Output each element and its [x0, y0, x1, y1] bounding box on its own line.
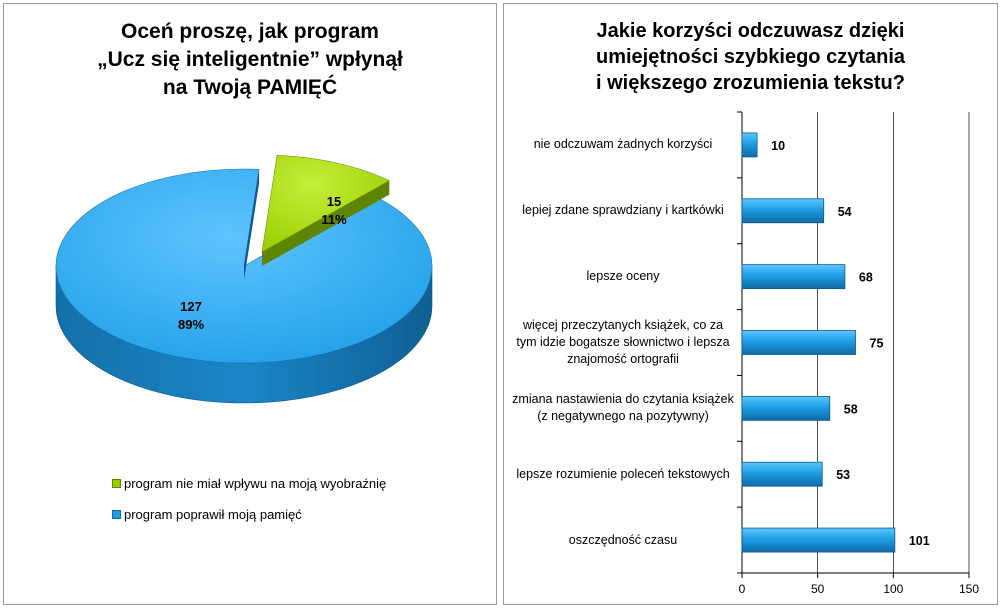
category-label: lepiej zdane sprawdziany i kartkówki: [522, 203, 724, 218]
pie-legend: program nie miał wpływu na moją wyobraźn…: [112, 475, 386, 537]
pie-slice-edge-blue: [244, 169, 260, 280]
x-tick-label: 0: [739, 582, 746, 596]
category-label: lepsze oceny: [586, 269, 660, 284]
category-label: więcej przeczytanych książek, co za tym …: [516, 317, 730, 366]
category-label: nie odczuwam żadnych korzyści: [533, 137, 713, 152]
legend-item-green: program nie miał wpływu na moją wyobraźn…: [112, 475, 386, 491]
bar-chart-title: Jakie korzyści odczuwasz dzięki umiejętn…: [596, 20, 905, 94]
legend-swatch-green: [112, 478, 121, 488]
bar-chart-panel: Jakie korzyści odczuwasz dzięki umiejętn…: [503, 3, 998, 605]
x-tick-label: 50: [811, 582, 825, 596]
pie-slice-green: [261, 154, 390, 253]
category-label: lepsze rozumienie poleceń tekstowych: [516, 466, 730, 481]
bar-value-label: 58: [844, 402, 858, 416]
legend-label: program poprawił moją pamięć: [124, 506, 302, 522]
pie-chart-title: Oceń proszę, jak program „Ucz się inteli…: [97, 20, 403, 99]
pie-slice-edge-green: [262, 180, 390, 266]
bar-value-label: 75: [870, 337, 884, 351]
x-tick-label: 100: [883, 582, 903, 596]
bar-value-label: 10: [771, 139, 785, 153]
legend-label: program nie miał wpływu na moją wyobraźn…: [124, 475, 387, 491]
bar: [741, 527, 896, 553]
x-tick-label: 150: [959, 582, 979, 596]
bar: [741, 198, 825, 224]
pie-value-label-blue: 127: [180, 299, 202, 314]
bar-value-label: 53: [836, 468, 850, 482]
pie-chart: 15 11% 127 89%: [55, 154, 433, 404]
bar: [741, 330, 856, 355]
pie-percent-label-blue: 89%: [178, 317, 204, 332]
bar-chart: 0 50 100 150 10 54 68 75 58 53 101: [737, 111, 979, 596]
bar: [741, 132, 758, 158]
pie-value-label-green: 15: [327, 194, 341, 209]
bar-value-label: 54: [838, 205, 852, 219]
bar-value-label: 68: [859, 271, 873, 285]
pie-chart-panel: Oceń proszę, jak program „Ucz się inteli…: [3, 3, 497, 605]
legend-item-blue: program poprawił moją pamięć: [112, 506, 386, 522]
legend-swatch-blue: [112, 509, 121, 519]
category-label: zmiana nastawienia do czytania książek (…: [512, 392, 734, 424]
category-label: oszczędność czasu: [568, 532, 678, 547]
bar: [741, 395, 831, 421]
bar: [741, 264, 846, 290]
bar-value-label: 101: [909, 534, 930, 548]
bar: [741, 461, 823, 487]
pie-percent-label-green: 11%: [321, 212, 347, 227]
